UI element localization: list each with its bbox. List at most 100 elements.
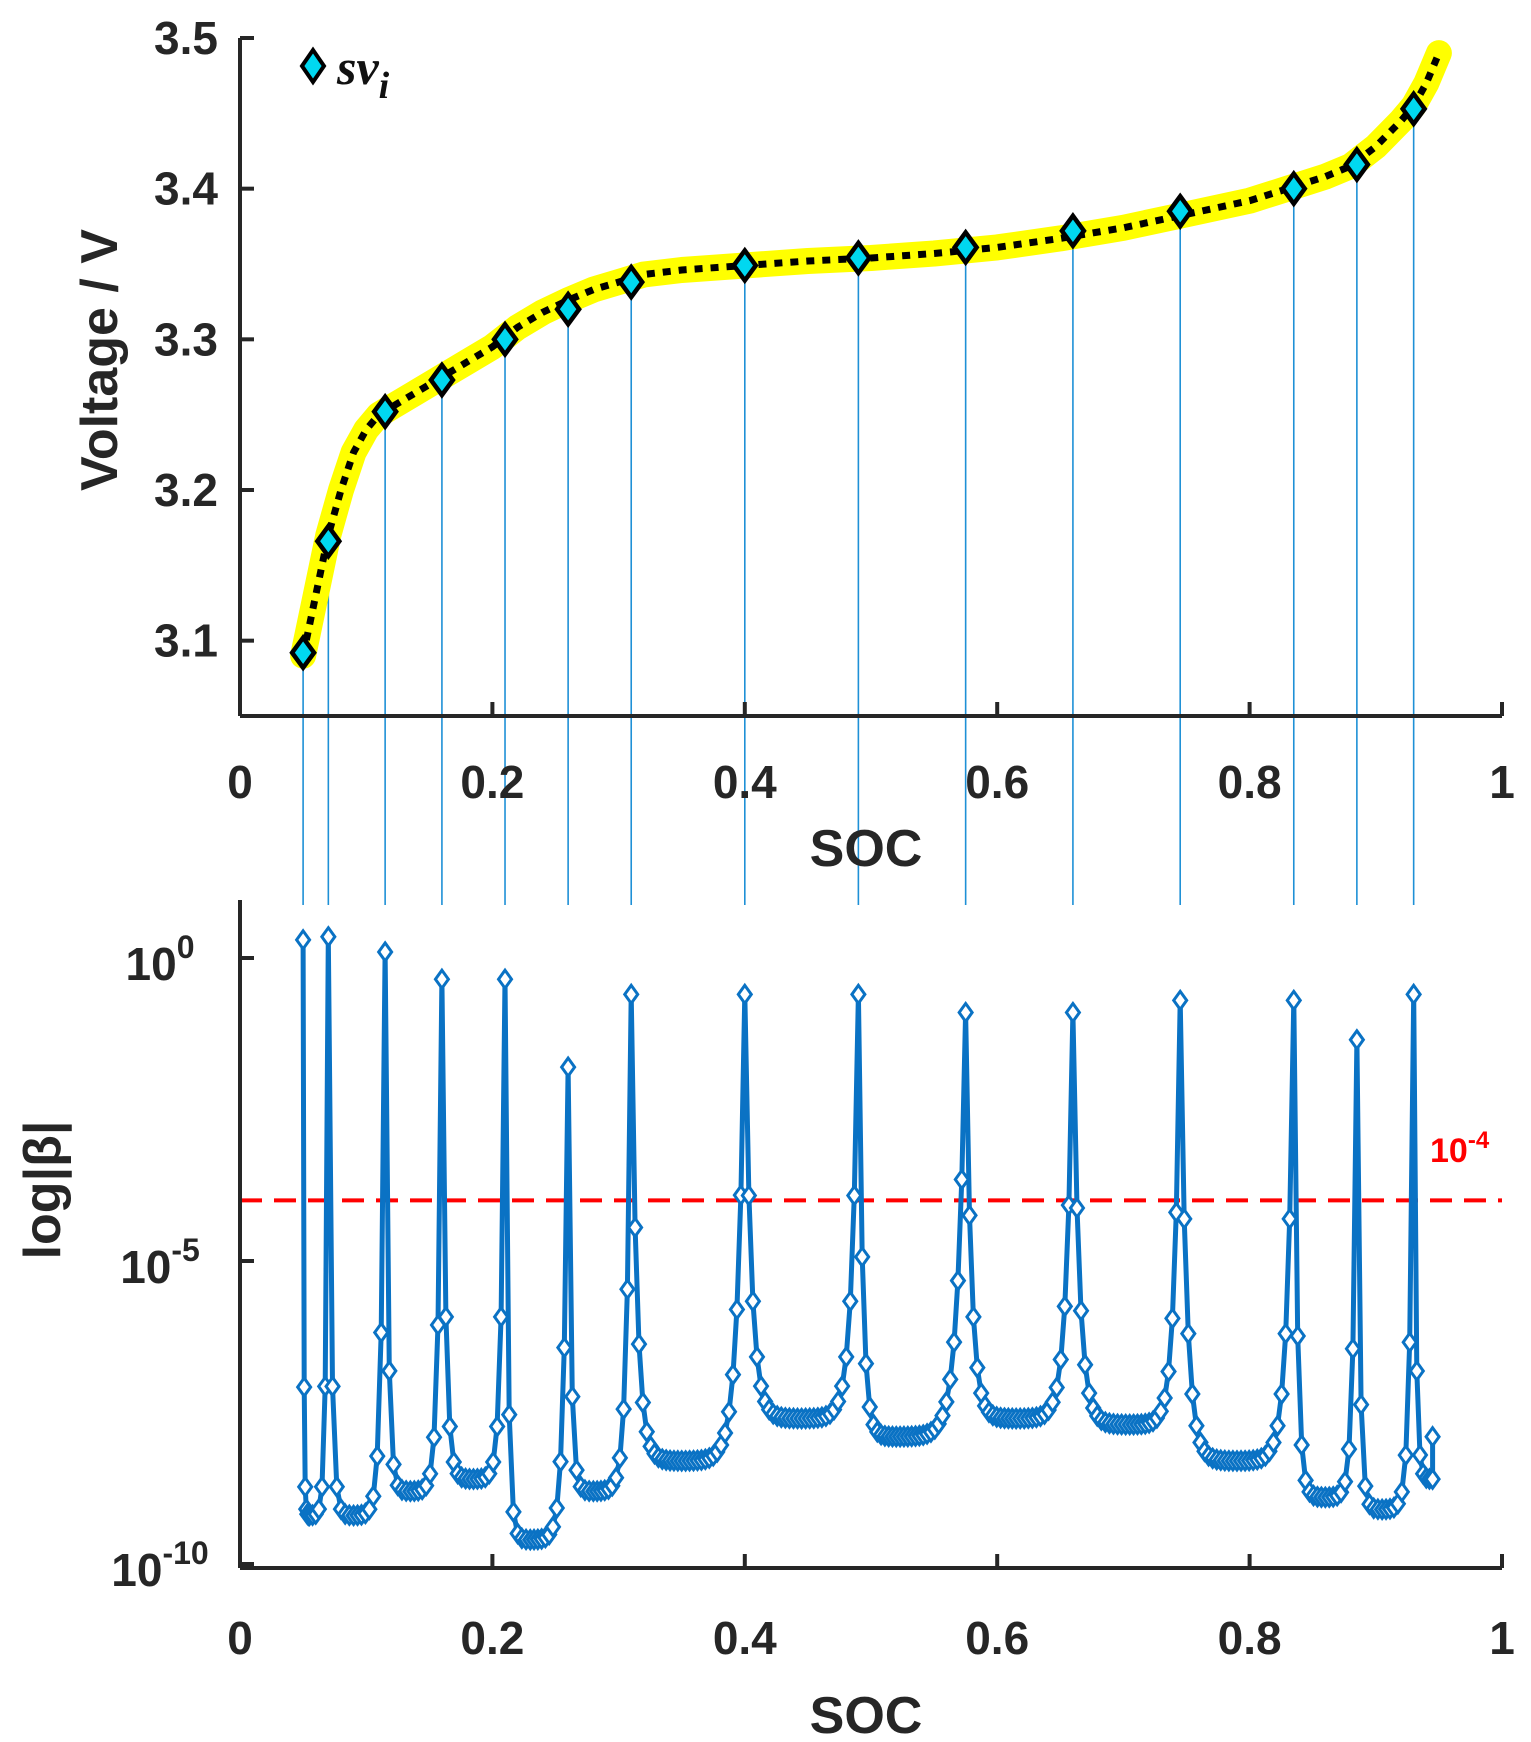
beta-marker (296, 1475, 314, 1499)
y-tick-label: 3.5 (154, 12, 218, 64)
voltage-marker (371, 392, 399, 431)
beta-marker (421, 1462, 439, 1486)
beta-marker (748, 1345, 766, 1369)
y-tick-label: 3.2 (154, 464, 218, 516)
x-tick-label: 0.2 (460, 1612, 524, 1664)
beta-marker (505, 1500, 522, 1524)
y-tick-label: 3.1 (154, 615, 218, 667)
beta-marker (845, 1183, 863, 1208)
beta-marker (941, 1367, 959, 1391)
beta-marker (938, 1390, 955, 1414)
y-tick-label: 3.4 (154, 163, 218, 215)
beta-marker (568, 1458, 585, 1482)
beta-marker (1072, 1299, 1090, 1323)
x-tick-label: 0.6 (965, 756, 1029, 808)
beta-marker (376, 940, 394, 964)
beta-marker (1171, 988, 1189, 1012)
y-tick-label: 100 (126, 929, 195, 990)
beta-marker (615, 1397, 632, 1421)
voltage-marker (617, 263, 646, 301)
y-tick-label: 10-5 (120, 1232, 200, 1293)
legend: svi (299, 39, 390, 107)
x-tick-label: 0.6 (965, 1612, 1029, 1664)
voltage-curve (299, 51, 1443, 657)
beta-marker (833, 1374, 851, 1398)
beta-marker (829, 1389, 847, 1414)
beta-marker (295, 1375, 313, 1399)
beta-marker (957, 1000, 975, 1025)
beta-marker (1408, 1359, 1426, 1383)
beta-marker (736, 982, 754, 1006)
beta-marker (965, 1305, 982, 1329)
x-tick-label: 0 (227, 1612, 253, 1664)
beta-marker (1289, 1324, 1307, 1348)
beta-marker (1167, 1200, 1185, 1224)
beta-marker (1293, 1433, 1311, 1457)
beta-marker (1076, 1353, 1094, 1377)
voltage-y-tick-labels: 3.1 3.2 3.3 3.4 3.5 (154, 12, 218, 667)
beta-marker (310, 1497, 328, 1521)
beta-marker (1273, 1382, 1290, 1406)
beta-marker (1068, 1196, 1086, 1220)
beta-marker (1188, 1414, 1205, 1438)
threshold-label: 10-4 (1430, 1127, 1490, 1170)
x-tick-label: 0.8 (1218, 1612, 1282, 1664)
beta-marker (548, 1496, 566, 1520)
beta-marker (720, 1400, 738, 1424)
beta-marker (1348, 1028, 1366, 1052)
beta-marker (619, 1277, 636, 1301)
beta-marker (1356, 1474, 1374, 1498)
voltage-marker (554, 290, 582, 329)
beta-marker (372, 1320, 390, 1345)
voltage-marker (1166, 192, 1194, 231)
beta-markers (294, 925, 1441, 1552)
beta-marker (385, 1452, 402, 1476)
beta-marker (1164, 1306, 1181, 1330)
beta-marker (724, 1363, 742, 1387)
voltage-marker (1279, 169, 1308, 208)
beta-marker (740, 1183, 758, 1208)
voltage-marker (951, 228, 980, 267)
voltage-x-axis-label: SOC (810, 820, 923, 878)
beta-marker (563, 1385, 581, 1409)
beta-marker (1265, 1430, 1282, 1455)
beta-marker (1277, 1322, 1295, 1346)
beta-marker (1393, 1480, 1411, 1504)
beta-marker (441, 1414, 459, 1439)
x-tick-label: 1 (1489, 1612, 1515, 1664)
voltage-marker (491, 320, 519, 359)
beta-marker (630, 1332, 648, 1356)
voltage-marker (1343, 145, 1371, 184)
beta-marker (484, 1450, 502, 1474)
beta-marker (544, 1515, 562, 1539)
beta-marker (1179, 1322, 1197, 1346)
beta-marker (841, 1289, 859, 1313)
legend-diamond-marker (299, 46, 327, 86)
beta-marker (1175, 1207, 1193, 1231)
beta-marker (1424, 1425, 1441, 1449)
beta-marker (1405, 982, 1423, 1006)
x-tick-label: 0.4 (713, 756, 777, 808)
beta-marker (313, 1475, 331, 1499)
beta-marker (1411, 1443, 1429, 1467)
beta-marker (492, 1305, 510, 1329)
beta-marker (364, 1484, 382, 1508)
beta-marker (1064, 1000, 1082, 1025)
beta-marker (368, 1444, 386, 1468)
beta-marker (425, 1425, 443, 1449)
voltage-marker (1059, 212, 1087, 250)
guide-lines (302, 122, 1415, 905)
beta-marker (1048, 1375, 1066, 1400)
beta-marker (1184, 1382, 1201, 1406)
beta-marker (294, 928, 312, 952)
beta-marker (857, 1352, 875, 1376)
voltage-axes (238, 36, 1504, 718)
beta-marker (1336, 1470, 1354, 1494)
beta-marker (1401, 1330, 1419, 1354)
beta-marker (634, 1390, 652, 1415)
beta-marker (968, 1356, 986, 1380)
y-tick-label: 10-10 (111, 1535, 208, 1596)
beta-marker (1269, 1414, 1286, 1438)
beta-x-tick-labels: 0 0.2 0.4 0.6 0.8 1 (227, 1612, 1515, 1664)
beta-marker (961, 1203, 978, 1227)
